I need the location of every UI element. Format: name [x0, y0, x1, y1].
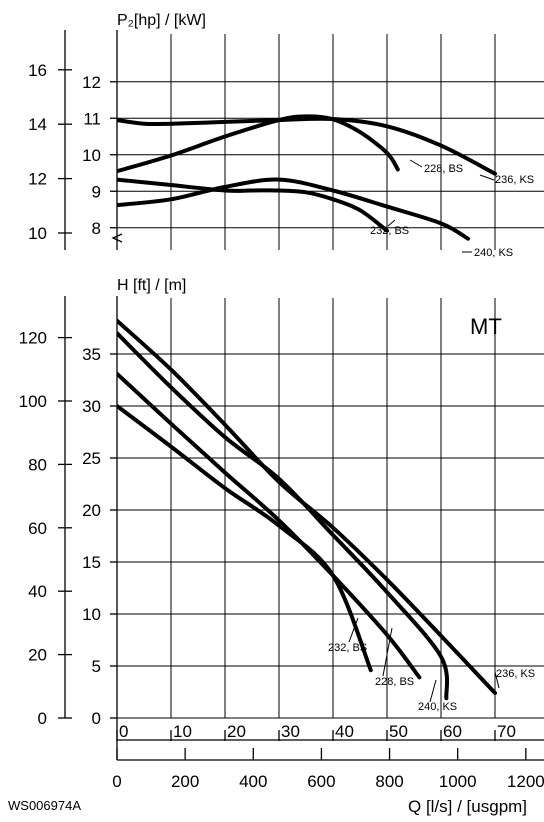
ft-tick-label: 40 [28, 582, 47, 601]
axes: 1012141689101112020406080100120051015202… [19, 30, 544, 791]
label-236-ks-power: 236, KS [495, 174, 534, 186]
m-tick-label: 25 [82, 449, 101, 468]
hp-tick-label: 12 [28, 170, 47, 189]
power-grid [116, 34, 544, 250]
ft-tick-label: 100 [19, 392, 47, 411]
usgpm-tick-label: 800 [375, 772, 403, 791]
label-228-bs-head: 228, BS [375, 676, 414, 688]
kw-tick-label: 10 [82, 146, 101, 165]
label-leader [429, 679, 437, 703]
label-leader [494, 671, 500, 689]
head-curve-240-ks [117, 331, 450, 701]
head-curve-232-bs [117, 404, 373, 673]
label-leader [348, 617, 359, 643]
power-curve-240-ks [117, 177, 470, 241]
label-236-ks-head: 236, KS [496, 668, 535, 680]
usgpm-tick-label: 400 [239, 772, 267, 791]
head-chart-title: H [ft] / [m] [117, 277, 186, 294]
mt-label: MT [470, 314, 502, 339]
usgpm-tick-label: 1200 [507, 772, 544, 791]
label-232-bs-head: 232, BS [328, 642, 367, 654]
m-tick-label: 20 [82, 501, 101, 520]
label-leaders [348, 159, 500, 703]
ft-tick-label: 80 [28, 455, 47, 474]
ls-tick-label: 0 [119, 722, 128, 741]
ft-tick-label: 60 [28, 519, 47, 538]
label-leader [387, 219, 396, 227]
kw-tick-label: 11 [83, 109, 101, 128]
m-tick-label: 5 [92, 657, 101, 676]
m-tick-label: 35 [82, 345, 101, 364]
ls-tick-label: 40 [335, 722, 354, 741]
m-tick-label: 10 [82, 605, 101, 624]
usgpm-tick-label: 0 [112, 772, 121, 791]
head-curve-228-bs [117, 371, 422, 680]
hp-tick-label: 10 [28, 224, 47, 243]
kw-tick-label: 8 [92, 219, 101, 238]
power-chart-title: P₂[hp] / [kW] [117, 12, 206, 29]
power-curve-228-bs [117, 114, 400, 174]
power-curves [117, 114, 497, 241]
ls-tick-label: 50 [389, 722, 408, 741]
ls-tick-label: 20 [227, 722, 246, 741]
hp-tick-label: 14 [28, 115, 47, 134]
ls-tick-label: 10 [173, 722, 192, 741]
m-tick-label: 0 [92, 709, 101, 728]
ft-tick-label: 120 [19, 329, 47, 348]
label-228-bs-power: 228, BS [424, 163, 463, 175]
power-curve-236-ks [117, 116, 497, 176]
hp-tick-label: 16 [28, 61, 47, 80]
power-curve-232-bs [117, 177, 389, 233]
label-leader [479, 174, 495, 181]
head-curves [117, 318, 497, 701]
label-240-ks-power: 240, KS [474, 247, 513, 259]
ls-tick-label: 30 [281, 722, 300, 741]
kw-tick-label: 12 [82, 73, 101, 92]
usgpm-tick-label: 200 [171, 772, 199, 791]
ls-tick-label: 70 [497, 722, 516, 741]
kw-tick-label: 9 [92, 182, 101, 201]
figure-id: WS006974A [8, 798, 81, 813]
usgpm-tick-label: 600 [307, 772, 335, 791]
label-leader [382, 627, 393, 677]
m-tick-label: 15 [82, 553, 101, 572]
ft-tick-label: 20 [28, 646, 47, 665]
label-240-ks-head: 240, KS [418, 701, 457, 713]
label-232-bs-power: 232, BS [370, 225, 409, 237]
head-grid [116, 298, 544, 719]
ls-tick-label: 60 [443, 722, 462, 741]
ft-tick-label: 0 [38, 709, 47, 728]
x-axis-title: Q [l/s] / [usgpm] [408, 797, 527, 816]
usgpm-tick-label: 1000 [439, 772, 477, 791]
axis-break-mark [111, 233, 123, 243]
m-tick-label: 30 [82, 397, 101, 416]
label-leader [409, 159, 423, 168]
